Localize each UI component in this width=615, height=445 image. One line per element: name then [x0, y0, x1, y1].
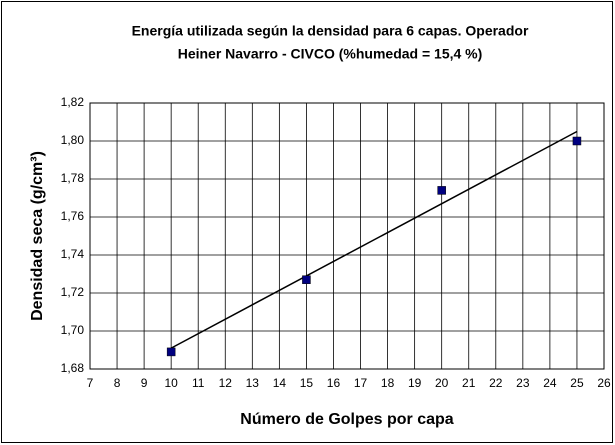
x-tick-label: 9	[141, 376, 148, 390]
y-tick-label: 1,78	[61, 171, 85, 185]
x-tick-label: 21	[462, 376, 476, 390]
x-tick-label: 26	[597, 376, 611, 390]
marker	[572, 136, 582, 146]
x-tick-label: 20	[435, 376, 449, 390]
x-tick-label: 18	[381, 376, 395, 390]
x-tick-label: 17	[354, 376, 368, 390]
plot-border	[89, 102, 605, 370]
x-tick-label: 11	[192, 376, 205, 390]
x-tick-label: 24	[543, 376, 557, 390]
x-tick-label: 14	[273, 376, 287, 390]
x-tick-label: 13	[246, 376, 260, 390]
chart-title: Heiner Navarro - CIVCO (%humedad = 15,4 …	[178, 46, 483, 62]
marker	[437, 186, 446, 195]
x-tick-label: 10	[164, 376, 178, 390]
x-tick-label: 23	[516, 376, 530, 390]
y-tick-label: 1,74	[61, 247, 85, 261]
y-tick-label: 1,80	[61, 133, 85, 147]
chart-title: Energía utilizada según la densidad para…	[132, 23, 529, 39]
x-tick-label: 16	[327, 376, 341, 390]
y-tick-label: 1,68	[61, 361, 85, 375]
x-tick-label: 22	[489, 376, 503, 390]
y-tick-label: 1,76	[61, 209, 85, 223]
x-tick-label: 12	[219, 376, 233, 390]
trendline	[170, 130, 578, 349]
y-tick-label: 1,82	[61, 95, 85, 109]
x-tick-label: 19	[408, 376, 422, 390]
marker	[166, 347, 176, 357]
x-tick-label: 15	[300, 376, 314, 390]
x-tick-label: 7	[87, 376, 94, 390]
x-tick-label: 25	[570, 376, 584, 390]
x-axis-label: Número de Golpes por capa	[240, 411, 453, 428]
y-tick-label: 1,72	[61, 285, 85, 299]
y-tick-label: 1,70	[61, 323, 85, 337]
marker	[302, 275, 311, 284]
y-axis-label: Densidad seca (g/cm³)	[29, 151, 46, 321]
x-tick-label: 8	[114, 376, 121, 390]
